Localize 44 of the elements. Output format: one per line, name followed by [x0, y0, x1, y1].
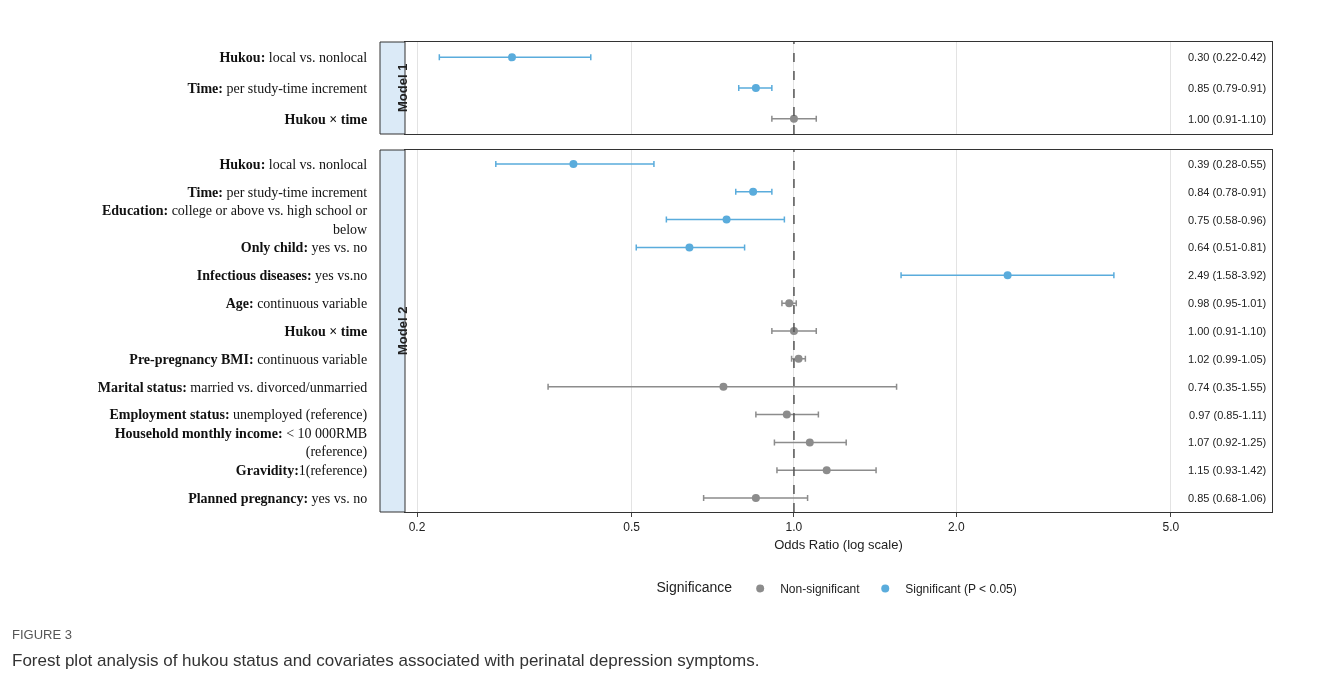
text: Forest plot analysis of hukou status and covariates associated with perinatal depression symptoms.	[12, 651, 760, 670]
y-tick-label: Only child: yes vs. no	[240, 240, 368, 256]
caption: FIGURE 3	[12, 627, 72, 642]
y-tick-label: Time: per study-time increment	[187, 184, 368, 200]
x-tick-label: 1.0	[785, 520, 803, 535]
x-tick-label: 2.0	[947, 520, 965, 535]
text: 1.15 (0.93-1.42)	[1188, 464, 1267, 476]
text: 1.02 (0.99-1.05)	[1188, 353, 1267, 365]
text: 1.00 (0.91-1.10)	[1188, 113, 1267, 125]
text: 0.39 (0.28-0.55)	[1188, 158, 1267, 170]
text: 2.49 (1.58-3.92)	[1188, 269, 1267, 281]
y-tick-label: Gravidity:1(reference)	[235, 463, 368, 480]
y-tick-label: Employment status: unemployed (reference)	[109, 407, 368, 424]
y-tick-label: Pre-pregnancy BMI: continuous variable	[129, 351, 368, 367]
x-axis-title: Odds Ratio (log scale)	[774, 537, 903, 552]
text: 0.64 (0.51-0.81)	[1188, 241, 1267, 253]
y-tick-label: Hukou × time	[284, 323, 368, 339]
x-tick-label: 0.5	[623, 520, 641, 535]
legend-label: Significant (P < 0.05)	[905, 582, 1017, 597]
y-tick-label: Marital status: married vs. divorced/unmarried	[97, 379, 368, 395]
y-tick-label: Age: continuous variable	[225, 296, 368, 312]
x-tick-label: 5.0	[1162, 520, 1180, 535]
text: 0.85 (0.79-0.91)	[1188, 82, 1267, 94]
y-tick-label: Household monthly income: < 10 000RMB (reference)	[114, 426, 368, 461]
y-tick-label: Hukou × time	[284, 111, 368, 127]
y-tick-label: Time: per study-time increment	[187, 80, 368, 96]
y-tick-label: Planned pregnancy: yes vs. no	[188, 490, 368, 506]
text: 0.30 (0.22-0.42)	[1188, 51, 1267, 63]
text: 0.75 (0.58-0.96)	[1188, 214, 1267, 226]
text: Model 1	[395, 63, 410, 112]
text: Model 2	[395, 306, 410, 355]
y-tick-label: Hukou: local vs. nonlocal	[219, 50, 368, 66]
text: 0.85 (0.68-1.06)	[1188, 492, 1267, 504]
text: 1.07 (0.92-1.25)	[1188, 436, 1267, 448]
text: 0.98 (0.95-1.01)	[1188, 297, 1267, 309]
text: 0.97 (0.85-1.11)	[1189, 409, 1267, 421]
legend-title: Significance	[656, 579, 733, 596]
text: 1.00 (0.91-1.10)	[1188, 325, 1267, 337]
y-tick-label: Hukou: local vs. nonlocal	[219, 156, 368, 172]
y-tick-label: Infectious diseases: yes vs.no	[196, 268, 368, 284]
x-tick-label: 0.2	[408, 520, 426, 535]
text: 0.74 (0.35-1.55)	[1188, 381, 1267, 393]
text: 0.84 (0.78-0.91)	[1188, 186, 1267, 198]
legend-label: Non-significant	[780, 582, 861, 597]
